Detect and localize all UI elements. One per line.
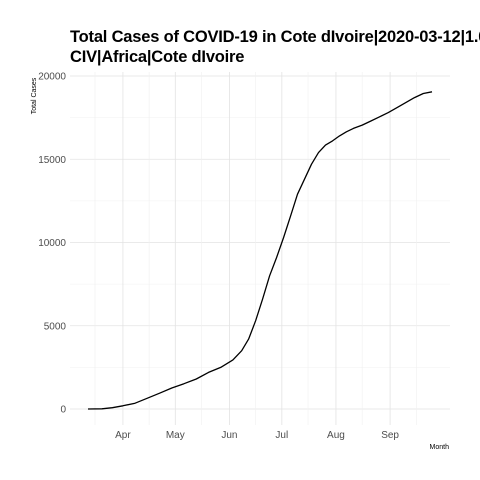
- y-tick-label: 10000: [38, 238, 66, 249]
- x-tick-label: Apr: [115, 430, 131, 441]
- y-tick-label: 20000: [38, 72, 66, 83]
- chart-title-line-1: Total Cases of COVID-19 in Cote dIvoire|…: [70, 28, 480, 46]
- x-tick-label: Sep: [381, 430, 399, 441]
- y-tick-label: 0: [60, 405, 66, 416]
- y-tick-label: 5000: [44, 321, 67, 332]
- series-group: [87, 91, 433, 410]
- tick-labels: 0 5000 10000 15000 20000 Apr May Jun Jul Aug Sep: [38, 72, 399, 442]
- series-line: [87, 91, 433, 410]
- y-tick-label: 15000: [38, 155, 66, 166]
- y-axis-title: Total Cases: [31, 77, 38, 114]
- grid: [70, 72, 450, 425]
- x-tick-label: Aug: [327, 430, 345, 441]
- x-tick-label: May: [166, 430, 185, 441]
- chart-title-line-2: CIV|Africa|Cote dIvoire: [70, 48, 245, 66]
- x-axis-title: Month: [430, 444, 450, 451]
- x-tick-label: Jun: [221, 430, 237, 441]
- x-tick-label: Jul: [275, 430, 288, 441]
